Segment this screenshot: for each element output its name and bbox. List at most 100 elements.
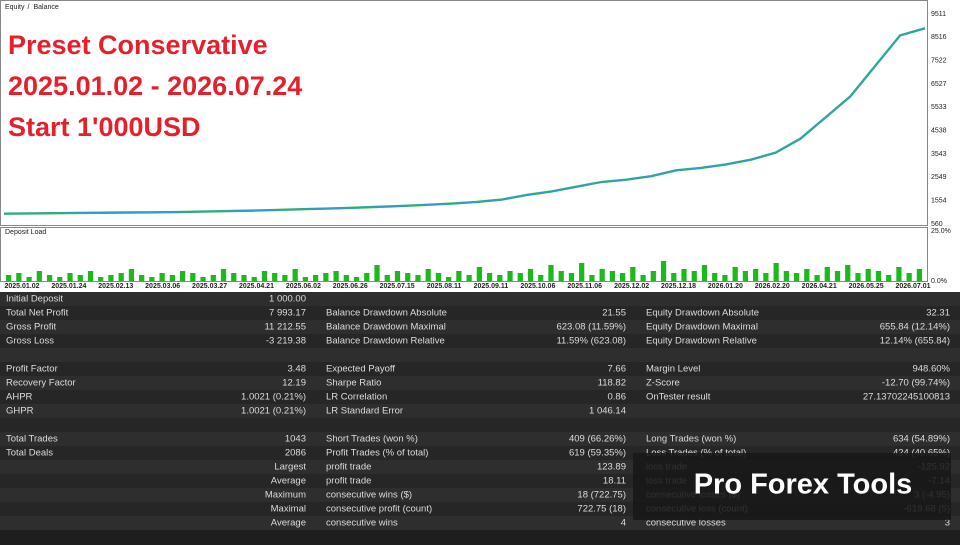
row-band: [0, 306, 960, 320]
x-tick-label: 2026.04.21: [802, 283, 837, 290]
report-cell: consecutive wins ($): [326, 490, 412, 501]
bar: [630, 267, 636, 281]
bar: [323, 273, 329, 281]
x-tick-label: 2025.12.18: [661, 283, 696, 290]
report-cell: 11.59% (623.08): [556, 336, 626, 347]
bar: [691, 271, 697, 281]
bar: [353, 277, 360, 281]
report-cell: profit trade: [326, 462, 371, 473]
bar: [589, 275, 595, 281]
report-cell: 18.11: [603, 476, 626, 487]
x-tick-label: 2025.10.06: [520, 283, 555, 290]
bar: [517, 273, 523, 281]
bar: [292, 269, 298, 281]
x-tick-label: 2025.06.26: [333, 283, 368, 290]
bar: [118, 273, 124, 281]
report-cell: LR Standard Error: [326, 406, 403, 417]
bar: [834, 271, 841, 281]
report-cell: Expected Payoff: [326, 364, 395, 375]
bar: [169, 275, 175, 281]
x-tick-label: 2025.07.15: [380, 283, 415, 290]
report-cell: GHPR: [6, 406, 34, 417]
report-cell: 11 212.55: [264, 322, 306, 333]
report-cell: 1.0021 (0.21%): [241, 392, 306, 403]
y-tick-label: 560: [931, 221, 943, 228]
report-cell: Profit Trades (% of total): [326, 448, 428, 459]
overlay-text: Start 1'000USD: [8, 112, 201, 142]
bar: [456, 271, 462, 281]
overlay-text: 2025.01.02 - 2026.07.24: [8, 71, 302, 101]
bar: [149, 277, 155, 281]
report-cell: -12.70 (99.74%): [882, 378, 950, 389]
bar: [282, 275, 288, 281]
main-frame: [0, 0, 928, 226]
bar: [36, 271, 42, 281]
report-cell: consecutive wins: [326, 518, 398, 529]
report-cell: 619 (59.35%): [569, 448, 626, 459]
bar: [681, 269, 687, 281]
report-cell: Profit Factor: [6, 364, 58, 375]
watermark-box: [633, 453, 951, 520]
bar: [67, 273, 73, 281]
report-cell: 1 000.00: [269, 294, 306, 305]
watermark: Pro Forex Tools: [694, 469, 913, 501]
report-cell: 123.89: [597, 462, 626, 473]
report-cell: 118.82: [598, 378, 626, 389]
y-tick-label: 0.0%: [931, 278, 947, 285]
bar: [210, 275, 216, 281]
report-cell: Maximum: [265, 490, 306, 501]
bar: [875, 271, 882, 281]
report-cell: Average: [271, 518, 306, 529]
bar: [886, 275, 892, 281]
bar: [640, 275, 646, 281]
y-tick-label: 9511: [931, 11, 946, 18]
bar: [527, 269, 534, 281]
row-band: [0, 320, 960, 334]
legend-entry: Equity: [5, 4, 25, 11]
x-tick-label: 2026.01.20: [708, 283, 743, 290]
report-cell: Equity Drawdown Maximal: [646, 322, 758, 333]
bar: [231, 273, 237, 281]
bar: [732, 267, 738, 281]
report-cell: consecutive profit (count): [326, 504, 432, 515]
report-cell: LR Correlation: [326, 392, 387, 403]
chart-background: [0, 0, 960, 292]
bar: [364, 273, 370, 281]
report-cell: 0.86: [608, 392, 627, 403]
bar: [77, 275, 83, 281]
bar: [333, 271, 339, 281]
report-cell: 1.0021 (0.21%): [241, 406, 306, 417]
bar: [251, 277, 257, 281]
bar: [128, 269, 135, 281]
bar: [446, 277, 452, 281]
report-cell: AHPR: [6, 392, 33, 403]
row-band: [0, 348, 960, 362]
bar: [865, 269, 871, 281]
x-tick-label: 2025.12.02: [614, 283, 649, 290]
report-cell: Maximal: [271, 504, 306, 515]
report-cell: profit trade: [326, 476, 371, 487]
bar: [916, 269, 922, 281]
bar: [660, 261, 667, 281]
x-tick-label: 2025.03.06: [145, 283, 180, 290]
bar: [405, 273, 411, 281]
y-tick-label: 8516: [931, 34, 947, 41]
bar: [87, 271, 94, 281]
report-cell: 1043: [285, 434, 306, 445]
bar: [579, 263, 585, 281]
bar: [742, 271, 749, 281]
report-cell: 7.66: [608, 364, 627, 375]
report-cell: Balance Drawdown Absolute: [326, 308, 447, 319]
report-cell: 409 (66.26%): [569, 434, 626, 445]
bar: [507, 271, 513, 281]
bar: [763, 273, 769, 281]
y-tick-label: 5533: [931, 104, 947, 111]
y-tick-label: 6527: [931, 81, 947, 88]
report-cell: Sharpe Ratio: [326, 378, 381, 389]
row-band: [0, 390, 960, 404]
bar: [906, 273, 912, 281]
panel-title: Deposit Load: [5, 229, 46, 236]
report-cell: 634 (54.89%): [893, 434, 950, 445]
report-cell: 3: [945, 518, 950, 529]
